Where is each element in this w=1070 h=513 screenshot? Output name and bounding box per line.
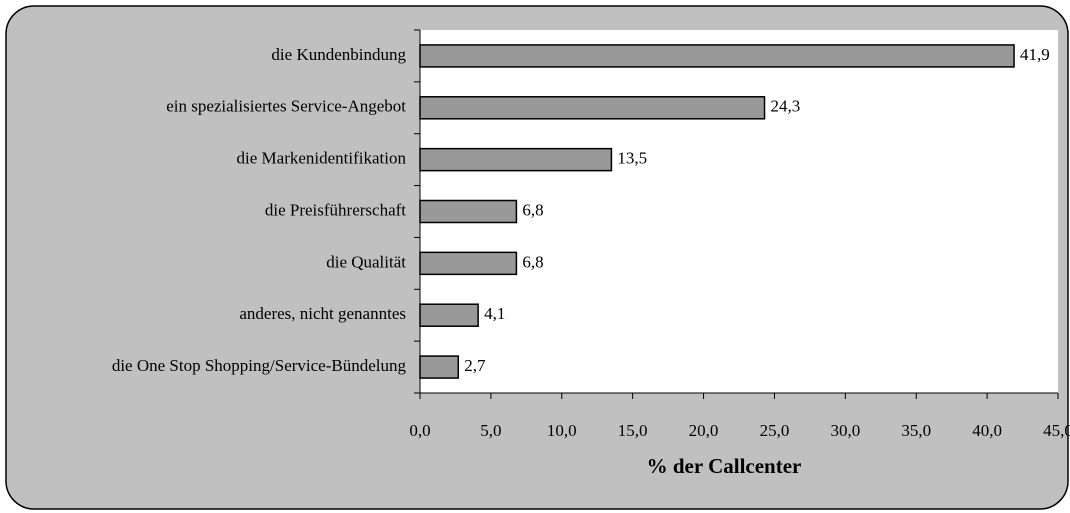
y-tick-label: die Markenidentifikation: [237, 149, 407, 168]
x-axis-title: % der Callcenter: [647, 454, 802, 478]
y-tick-label: anderes, nicht genanntes: [239, 304, 406, 323]
x-tick-label: 5,0: [480, 421, 501, 440]
data-label: 4,1: [484, 304, 505, 323]
data-label: 6,8: [522, 252, 543, 271]
bar: [419, 44, 1015, 68]
x-tick-label: 15,0: [618, 421, 648, 440]
y-tick-label: die Preisführerschaft: [265, 200, 406, 219]
data-label: 41,9: [1020, 45, 1050, 64]
data-label: 2,7: [464, 356, 486, 375]
y-tick-label: die One Stop Shopping/Service-Bündelung: [112, 356, 407, 375]
y-tick-label: ein spezialisiertes Service-Angebot: [166, 97, 406, 116]
bar: [419, 251, 518, 276]
data-label: 6,8: [522, 200, 543, 219]
data-label: 24,3: [771, 97, 801, 116]
x-tick-label: 30,0: [830, 421, 860, 440]
bar: [419, 355, 460, 379]
y-tick-label: die Kundenbindung: [271, 45, 406, 64]
bar: [419, 199, 518, 224]
data-label: 13,5: [617, 149, 647, 168]
x-tick-label: 10,0: [547, 421, 577, 440]
x-tick-label: 0,0: [409, 421, 430, 440]
bar: [419, 96, 766, 120]
x-tick-label: 35,0: [901, 421, 931, 440]
x-tick-label: 40,0: [972, 421, 1002, 440]
y-tick-label: die Qualität: [326, 252, 406, 271]
x-tick-label: 25,0: [760, 421, 790, 440]
plot-area: [420, 30, 1058, 393]
bar: [419, 303, 479, 327]
x-tick-label: 20,0: [689, 421, 719, 440]
bar: [419, 147, 613, 172]
x-tick-label: 45,0: [1043, 421, 1070, 440]
